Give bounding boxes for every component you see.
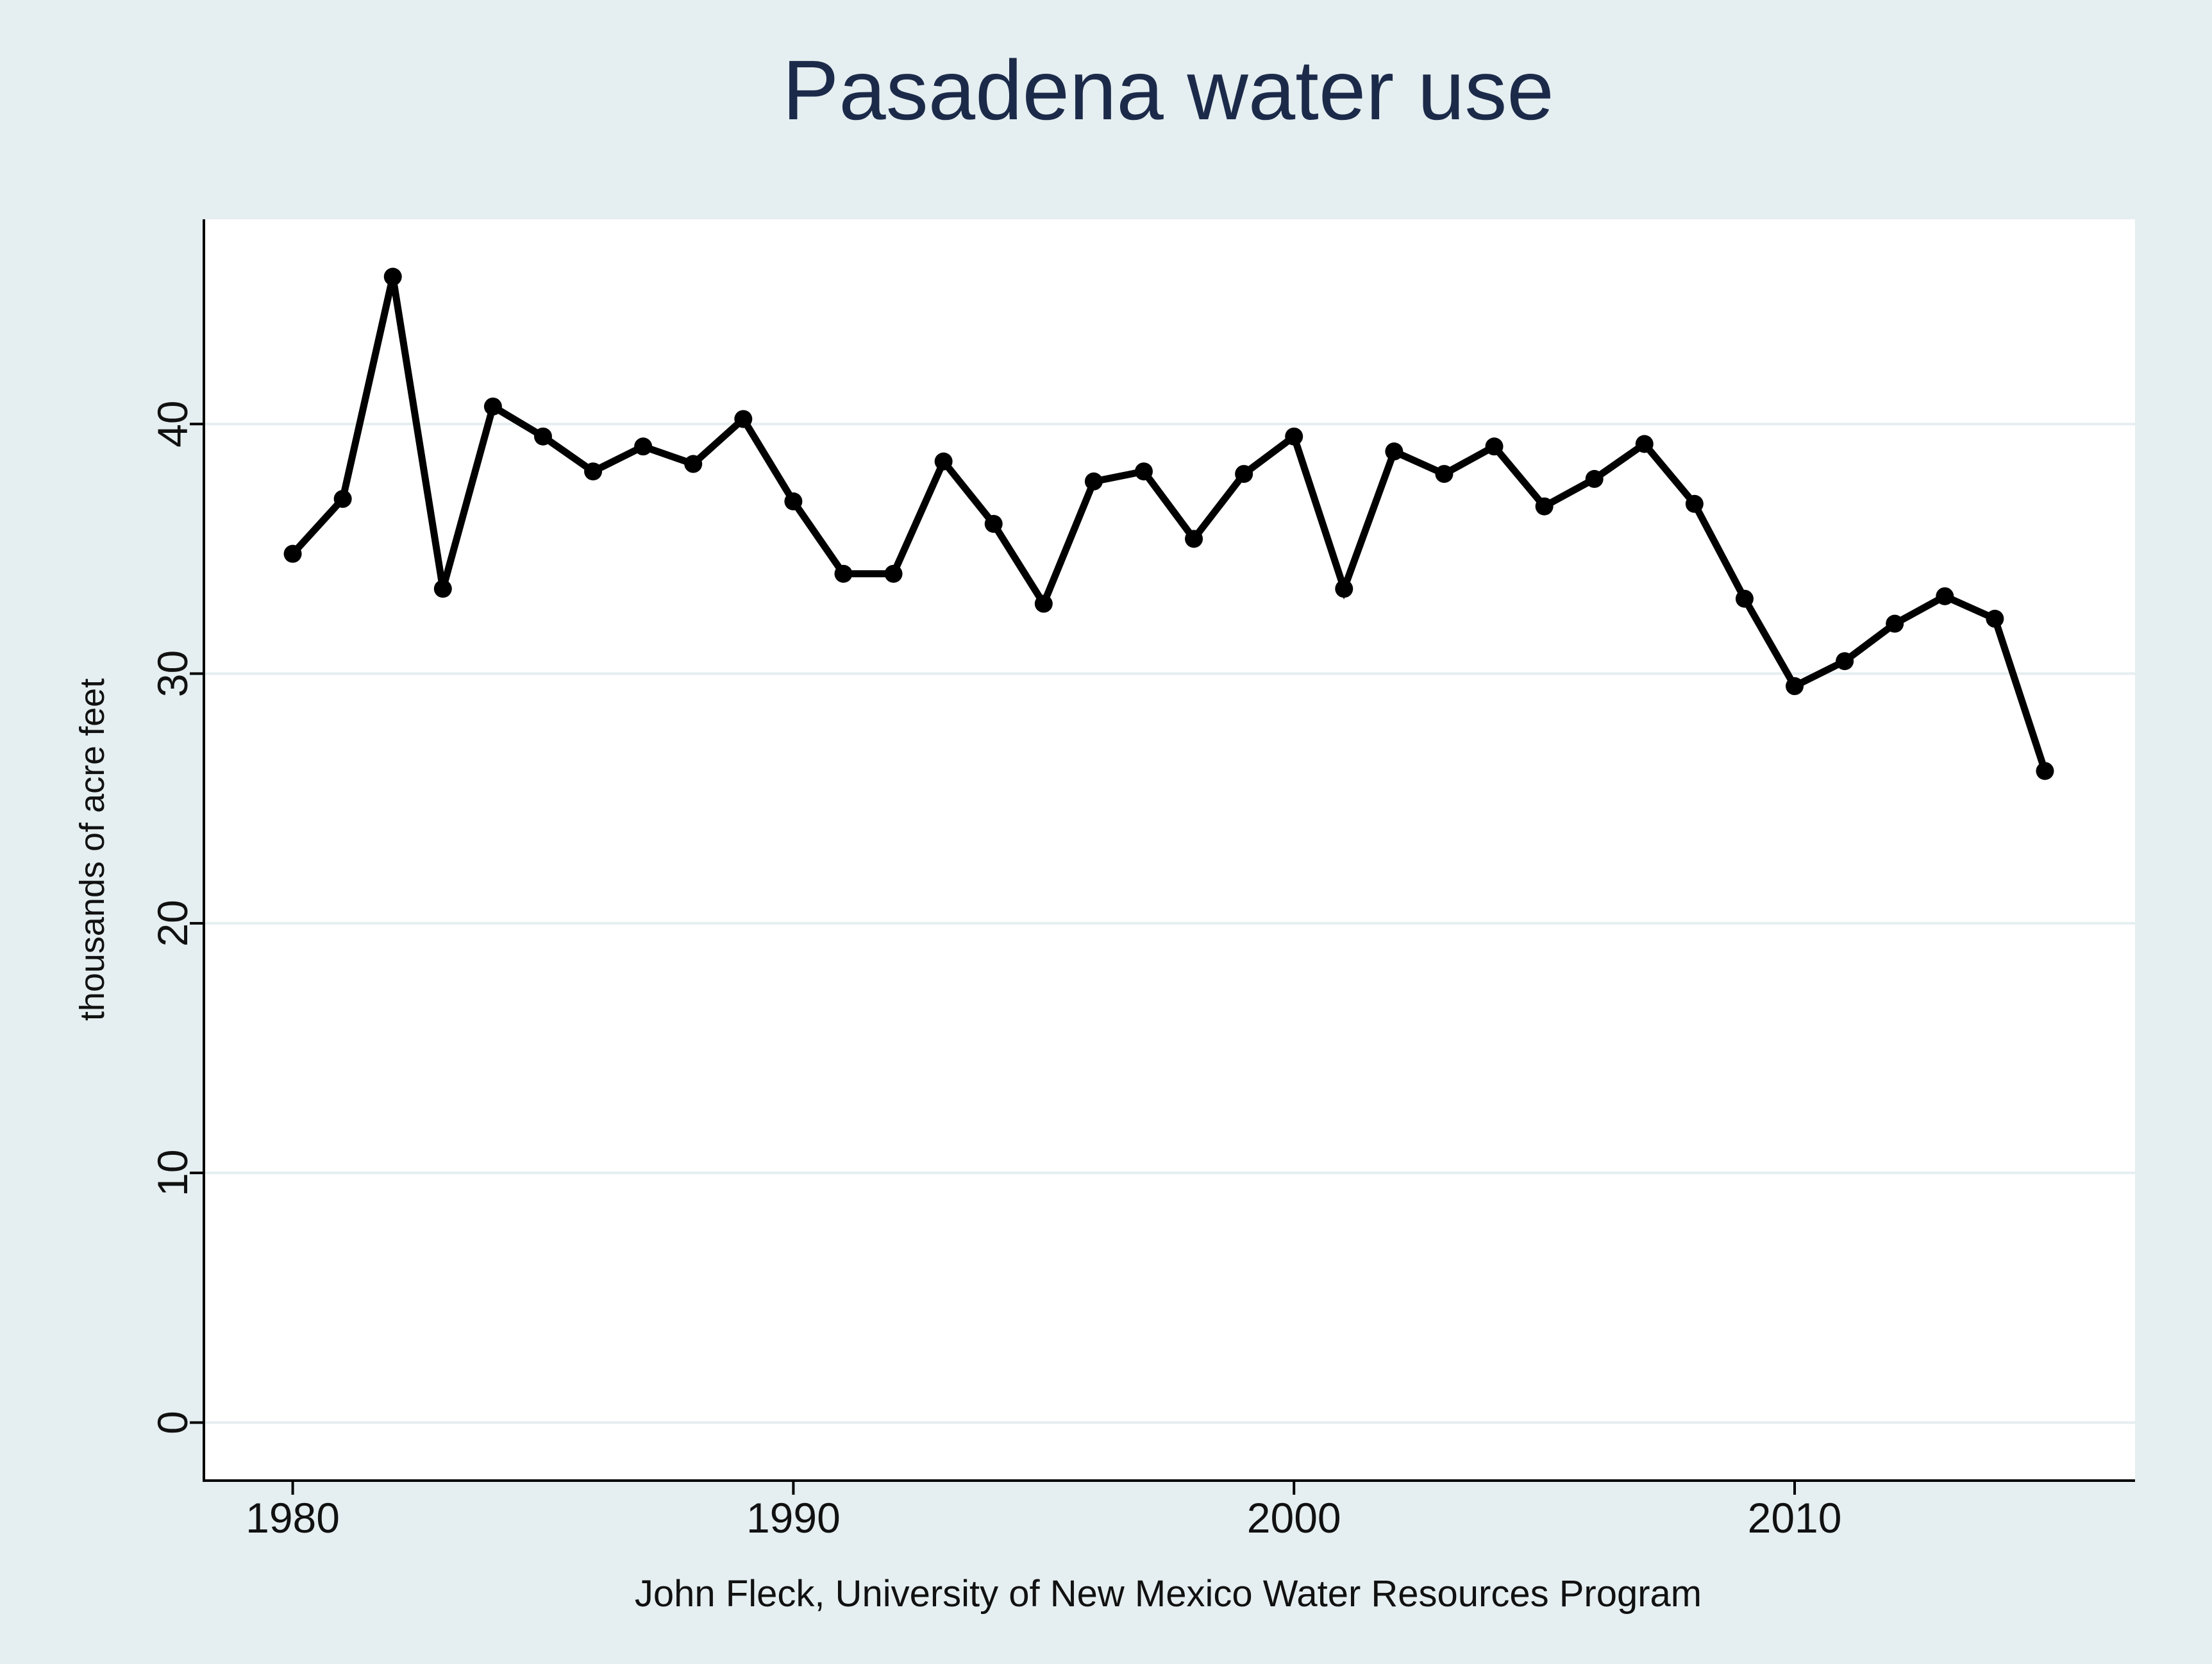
data-point-2011 bbox=[1836, 652, 1854, 671]
data-point-2010 bbox=[1786, 677, 1804, 696]
data-point-1981 bbox=[333, 490, 352, 508]
grid-lines bbox=[203, 423, 2135, 1424]
data-point-2006 bbox=[1585, 469, 1604, 488]
y-tick-label: 20 bbox=[149, 900, 196, 946]
data-point-2014 bbox=[1986, 609, 2004, 628]
x-axis-label: John Fleck, University of New Mexico Wat… bbox=[635, 1573, 1702, 1615]
data-point-1987 bbox=[634, 437, 653, 456]
data-point-2007 bbox=[1635, 435, 1654, 453]
x-tick-label: 1980 bbox=[246, 1494, 340, 1542]
data-point-2015 bbox=[2036, 762, 2054, 780]
data-point-2002 bbox=[1385, 442, 1403, 461]
data-point-1991 bbox=[834, 564, 853, 583]
data-point-1998 bbox=[1185, 530, 1203, 548]
y-tick-label: 10 bbox=[149, 1149, 196, 1196]
data-point-1983 bbox=[433, 580, 452, 598]
data-point-1986 bbox=[584, 462, 603, 481]
series-water-use bbox=[283, 267, 2054, 780]
data-point-2013 bbox=[1936, 587, 1954, 605]
data-point-1995 bbox=[1034, 594, 1053, 613]
data-point-1988 bbox=[684, 455, 703, 473]
x-tick-label: 1990 bbox=[746, 1494, 841, 1542]
series-line bbox=[289, 276, 2049, 775]
y-axis-label: thousands of acre feet bbox=[73, 678, 112, 1021]
data-point-1990 bbox=[784, 492, 803, 510]
data-point-1999 bbox=[1235, 465, 1253, 483]
data-point-2012 bbox=[1886, 614, 1904, 633]
data-point-2001 bbox=[1335, 580, 1353, 598]
y-axis-ticks: 0 10 20 30 40 bbox=[149, 401, 204, 1434]
data-point-2003 bbox=[1435, 465, 1454, 483]
data-point-1985 bbox=[533, 427, 552, 446]
data-point-1984 bbox=[483, 397, 502, 416]
y-tick-label: 0 bbox=[149, 1411, 196, 1434]
chart-title: Pasadena water use bbox=[782, 43, 1554, 137]
data-point-1980 bbox=[283, 544, 302, 563]
data-point-2009 bbox=[1735, 589, 1754, 608]
data-point-1992 bbox=[884, 564, 903, 583]
data-point-1996 bbox=[1084, 472, 1103, 491]
data-point-2005 bbox=[1535, 497, 1554, 516]
data-point-2004 bbox=[1485, 437, 1504, 456]
data-point-1994 bbox=[984, 514, 1003, 533]
data-point-2008 bbox=[1685, 494, 1704, 513]
y-tick-label: 30 bbox=[149, 650, 196, 697]
data-point-1997 bbox=[1134, 462, 1153, 481]
data-point-1989 bbox=[734, 410, 753, 428]
y-tick-label: 40 bbox=[149, 401, 196, 448]
data-point-1982 bbox=[383, 267, 402, 286]
data-point-1993 bbox=[934, 452, 953, 471]
x-tick-label: 2010 bbox=[1748, 1494, 1842, 1542]
x-tick-label: 2000 bbox=[1247, 1494, 1341, 1542]
x-axis-ticks: 1980 1990 2000 2010 bbox=[246, 1481, 1841, 1542]
data-point-2000 bbox=[1285, 427, 1303, 446]
